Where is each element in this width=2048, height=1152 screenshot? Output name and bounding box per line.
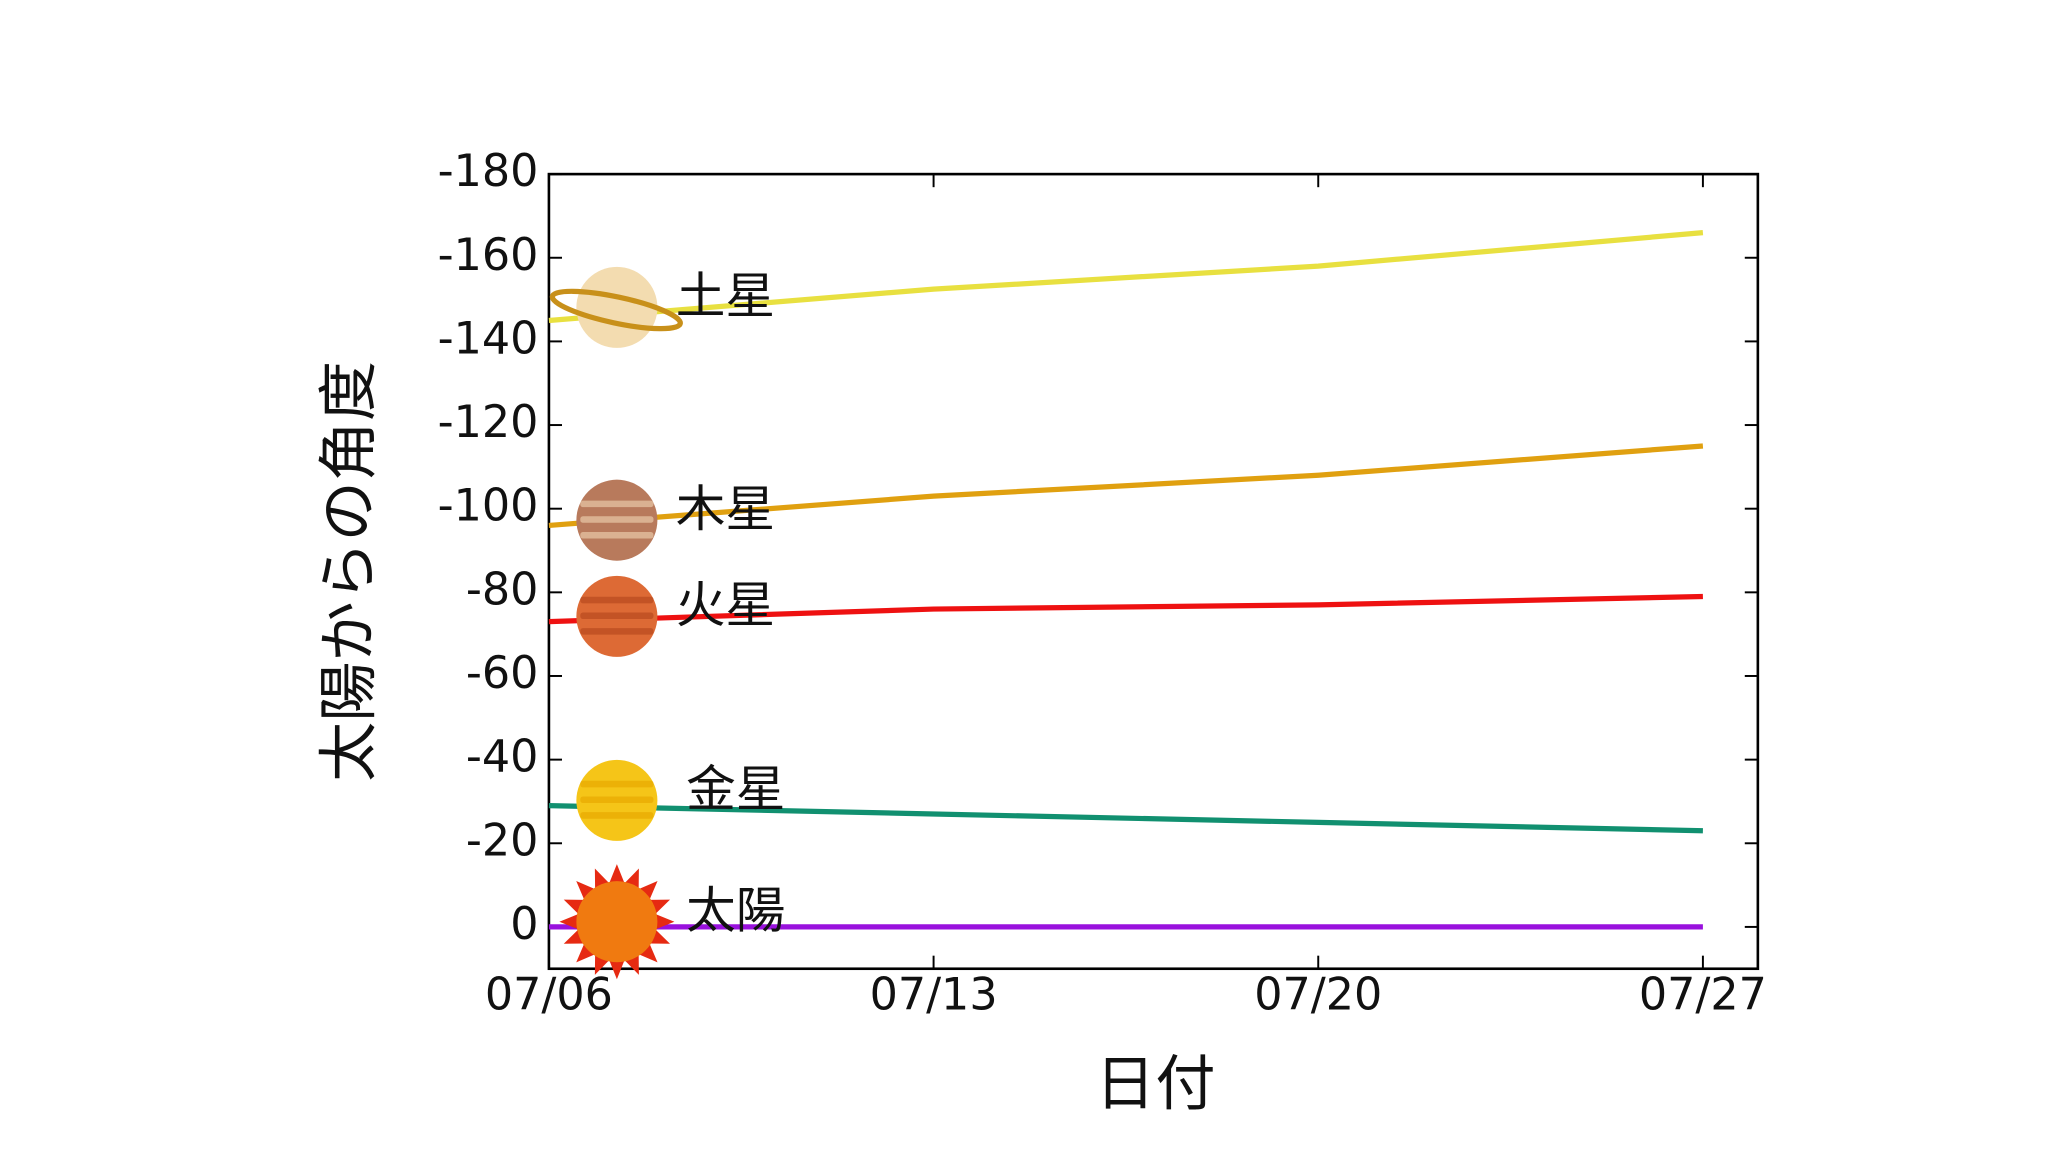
planet-icon [559,864,675,980]
planet-band [580,516,654,523]
series-label: 木星 [676,480,775,538]
y-tick-label: -160 [438,230,539,281]
x-tick-label: 07/27 [1639,969,1767,1020]
series-label: 土星 [676,267,775,325]
plot-frame [547,172,1760,971]
planet-band [580,531,654,539]
planet-band [580,780,654,788]
series-label: 太陽 [686,881,785,939]
planet-icon [549,266,683,348]
series-label: 金星 [686,760,785,818]
x-tick-label: 07/20 [1254,969,1382,1020]
planet-band [580,812,654,819]
planet-band [580,628,654,635]
y-axis-title: 太陽からの角度 [314,361,384,782]
y-tick-label: 0 [510,899,538,950]
planet-ring [549,288,683,332]
y-tick-label: -80 [466,564,539,615]
planet-band [580,796,654,804]
planet-band [580,612,654,619]
series-line [548,443,1704,529]
planet-body [576,881,658,963]
series-label: 火星 [676,576,775,634]
planet-band [580,596,654,604]
planet-body [576,266,658,348]
y-tick-label: -120 [438,397,539,448]
planet-icon [576,575,658,657]
y-tick-label: -180 [438,146,539,197]
series-line [548,230,1704,324]
planet-band [580,500,654,508]
y-tick-label: -40 [466,732,539,783]
planet-icon [576,479,658,561]
y-tick-label: -100 [438,481,539,532]
x-tick-label: 07/13 [870,969,998,1020]
y-tick-label: -20 [466,815,539,866]
y-tick-label: -140 [438,313,539,364]
y-tick-label: -60 [466,648,539,699]
series-line [548,803,1703,834]
x-tick-label: 07/06 [485,969,613,1020]
x-axis-title: 日付 [1095,1049,1215,1119]
planet-icon [576,759,658,841]
series-line [548,593,1703,625]
